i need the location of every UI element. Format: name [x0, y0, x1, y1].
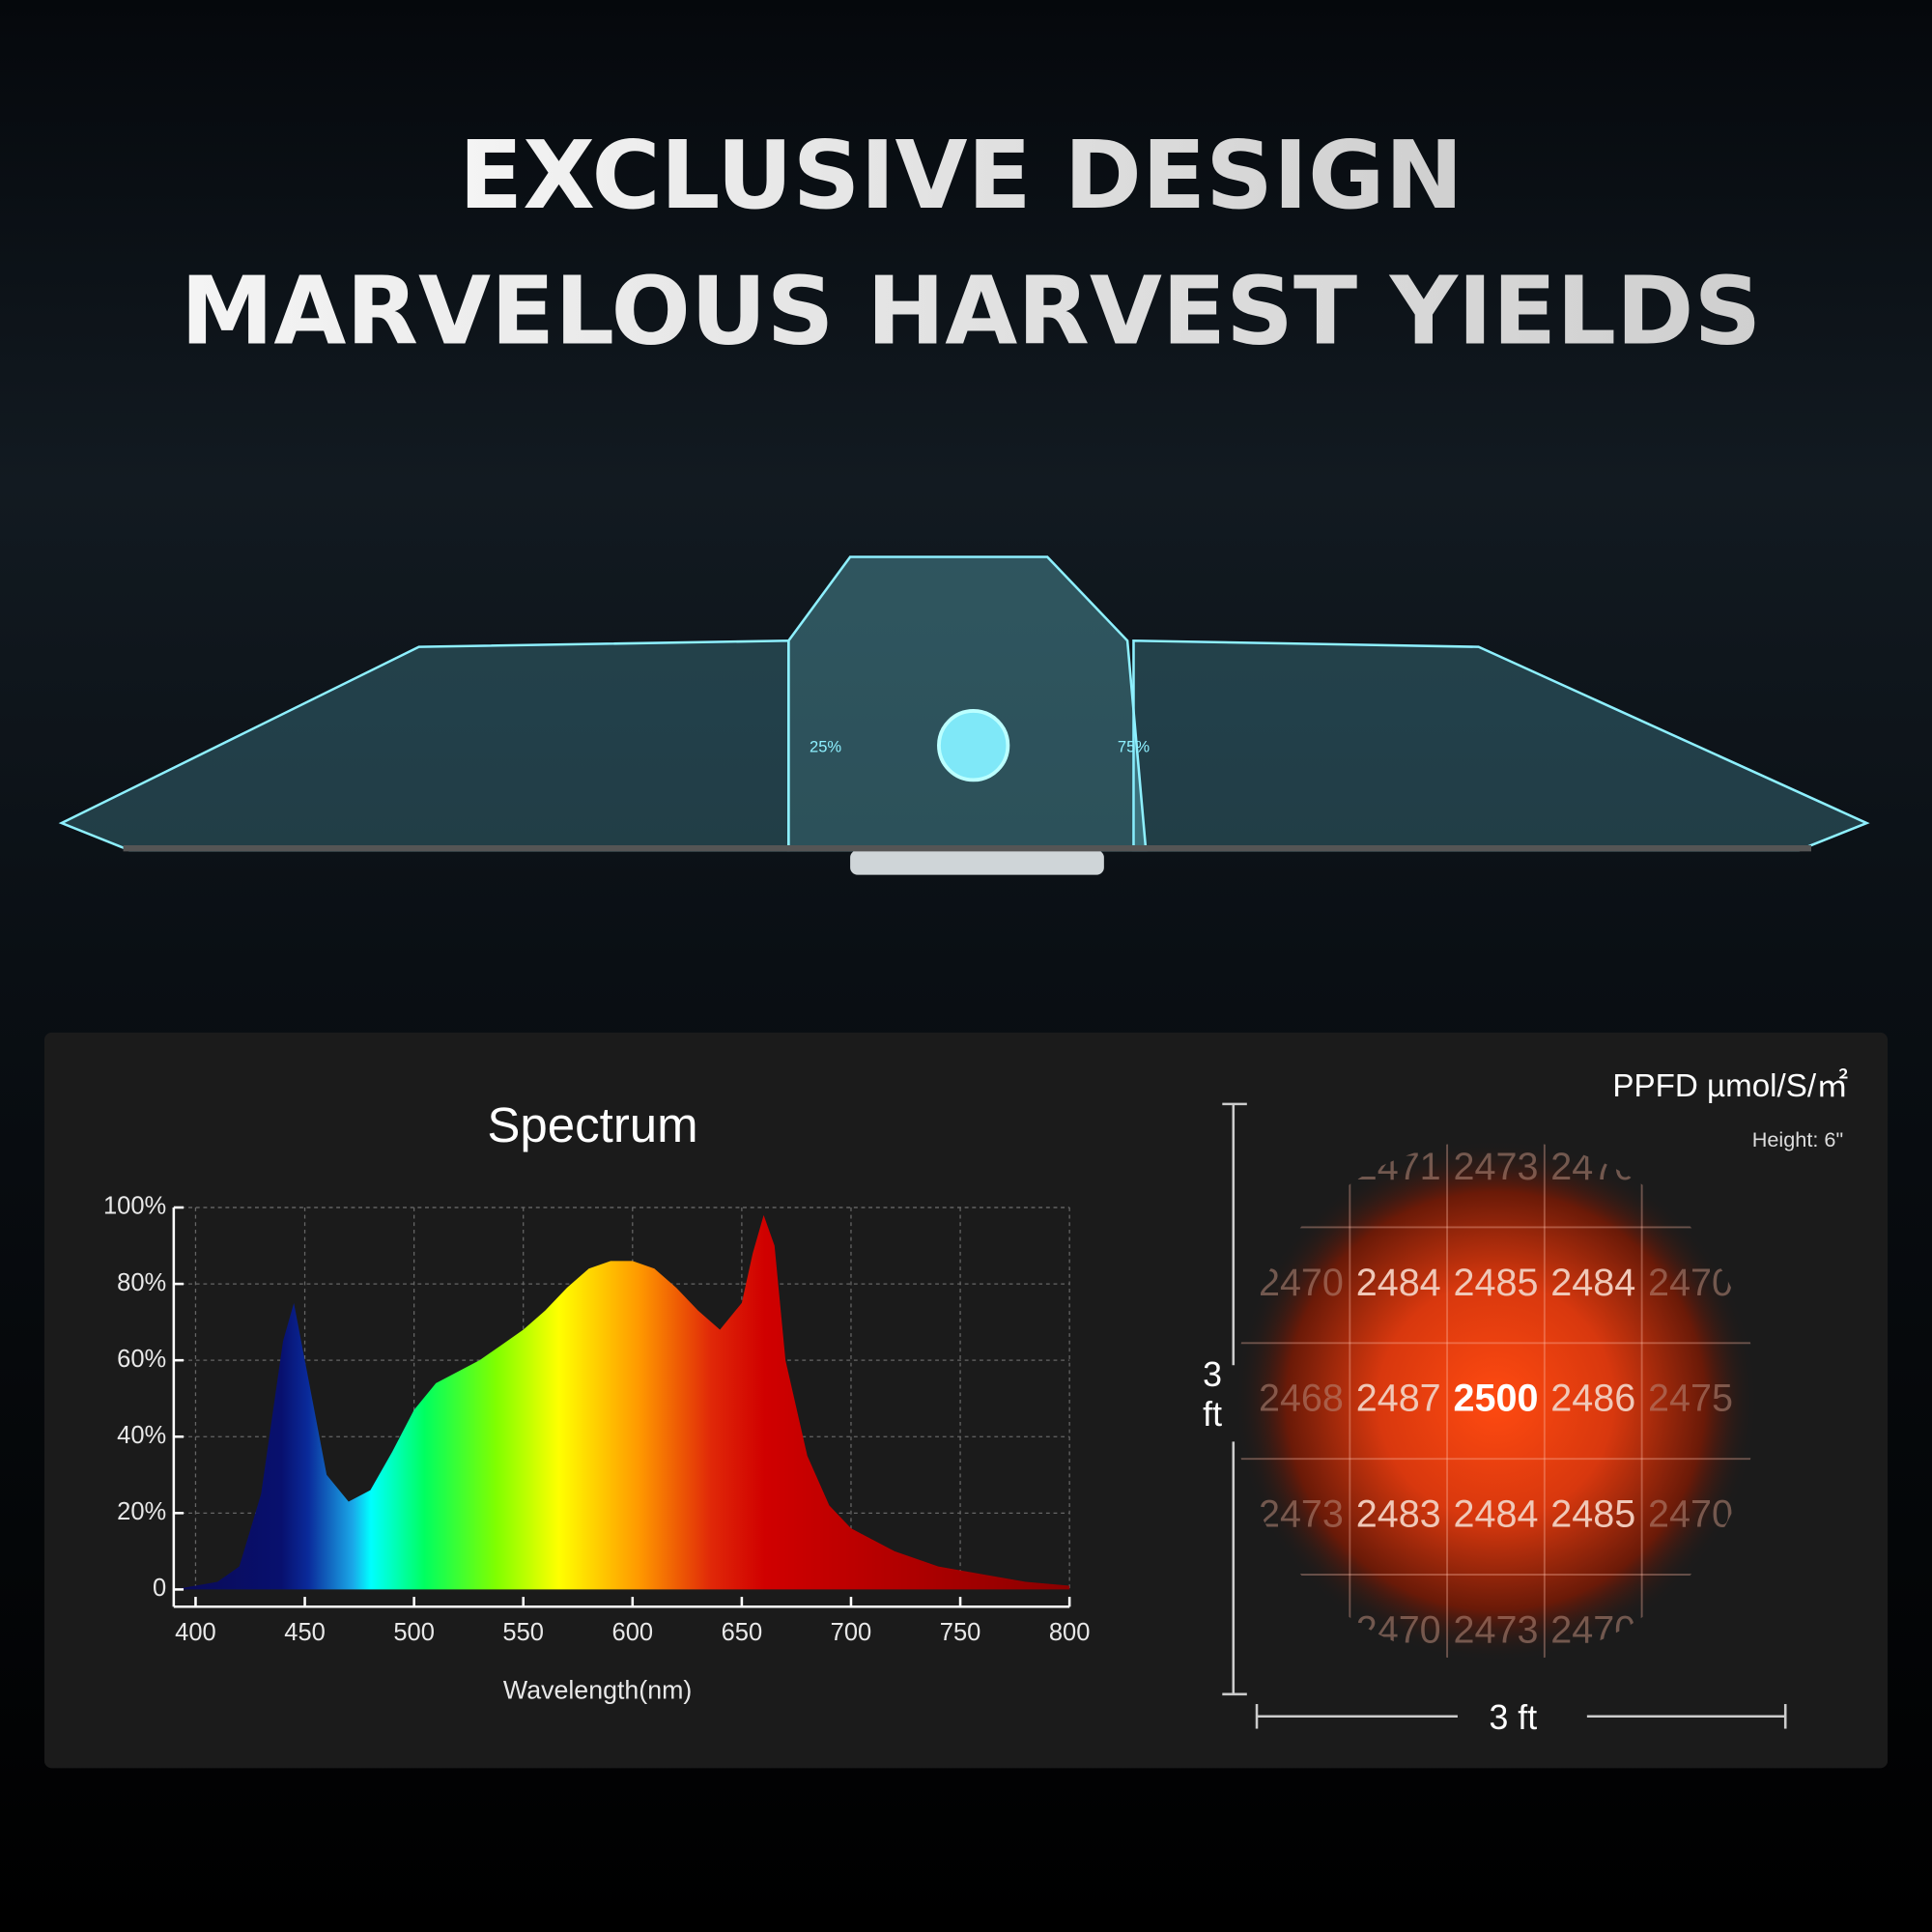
dimmer-knob — [937, 709, 1010, 782]
y-tick-label: 60% — [117, 1346, 166, 1373]
x-tick-label: 600 — [612, 1619, 654, 1646]
x-dimension-label: 3 ft — [1490, 1698, 1538, 1737]
ppfd-value: 2475 — [1648, 1378, 1733, 1420]
y-tick-label: 20% — [117, 1498, 166, 1525]
chart-title: Spectrum — [487, 1097, 697, 1152]
x-tick-label: 450 — [284, 1619, 326, 1646]
fixture-base — [123, 845, 1811, 852]
ppfd-value: 2486 — [1550, 1378, 1635, 1420]
y-tick-label: 0 — [153, 1575, 166, 1602]
dimmer-label: 25% — [810, 738, 841, 756]
spectrum-area — [173, 1214, 1070, 1590]
x-tick-label: 650 — [722, 1619, 763, 1646]
chart-title: PPFD µmol/S/㎡ — [1612, 1068, 1848, 1104]
ppfd-value: 2500 — [1453, 1378, 1538, 1420]
y-tick-label: 100% — [103, 1193, 166, 1220]
headline: MARVELOUS HARVEST YIELDS — [181, 256, 1761, 365]
x-tick-label: 500 — [393, 1619, 435, 1646]
x-tick-label: 750 — [940, 1619, 981, 1646]
driver — [850, 850, 1104, 875]
headline: EXCLUSIVE DESIGN — [459, 121, 1463, 230]
chart-subtitle: Height: 6" — [1752, 1127, 1843, 1151]
spectrum-chart: Spectrum Wavelength(nm) 0 20% 40% 60% 80% 100… — [103, 1097, 1090, 1705]
y-dimension: 3 ft — [1203, 1355, 1223, 1434]
ppfd-glow — [1235, 1139, 1757, 1662]
x-tick-label: 800 — [1049, 1619, 1091, 1646]
ppfd-value: 2485 — [1550, 1493, 1635, 1536]
ppfd-value: 2470 — [1259, 1262, 1344, 1304]
x-tick-label: 550 — [502, 1619, 544, 1646]
dimmer-label: 75% — [1118, 738, 1150, 756]
ppfd-value: 2468 — [1259, 1378, 1344, 1420]
ppfd-value: 2484 — [1356, 1262, 1441, 1304]
ppfd-value: 2470 — [1648, 1262, 1733, 1304]
x-tick-label: 400 — [175, 1619, 216, 1646]
y-tick-label: 40% — [117, 1422, 166, 1449]
x-axis-label: Wavelength(nm) — [503, 1675, 692, 1704]
ppfd-value: 2473 — [1259, 1493, 1344, 1536]
ppfd-value: 2483 — [1356, 1493, 1441, 1536]
y-tick-label: 80% — [117, 1269, 166, 1296]
ppfd-value: 2485 — [1453, 1262, 1538, 1304]
ppfd-value: 2473 — [1453, 1146, 1538, 1188]
ppfd-value: 2484 — [1550, 1262, 1635, 1304]
x-tick-label: 700 — [831, 1619, 872, 1646]
ppfd-value: 2484 — [1453, 1493, 1538, 1536]
ppfd-value: 2473 — [1453, 1608, 1538, 1651]
fixture: 25% 75% — [58, 555, 1870, 875]
ppfd-value: 2470 — [1648, 1493, 1733, 1536]
ppfd-value: 2487 — [1356, 1378, 1441, 1420]
y-dimension-label: 3 ft — [1203, 1355, 1223, 1434]
